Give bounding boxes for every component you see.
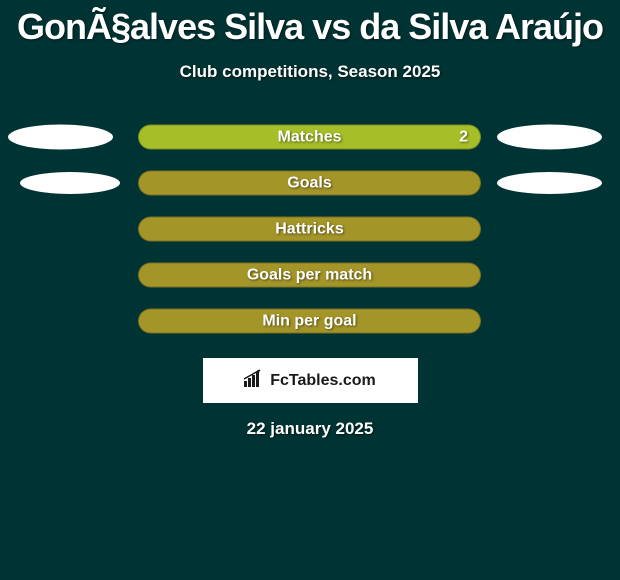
right-ellipse (497, 125, 602, 150)
stat-row: Goals per match (0, 252, 620, 298)
stat-value: 2 (459, 128, 468, 146)
stat-row: Hattricks (0, 206, 620, 252)
left-ellipse (8, 125, 113, 150)
stat-label: Hattricks (275, 220, 343, 238)
stat-pill: Hattricks (138, 217, 481, 242)
logo-box: FcTables.com (203, 358, 418, 403)
logo-text: FcTables.com (270, 372, 376, 390)
stat-pill: Goals (138, 171, 481, 196)
stat-label: Goals per match (247, 266, 372, 284)
stat-label: Goals (287, 174, 331, 192)
stat-label: Min per goal (262, 312, 356, 330)
left-ellipse (20, 172, 120, 194)
page-title: GonÃ§alves Silva vs da Silva Araújo (0, 0, 620, 48)
page-subtitle: Club competitions, Season 2025 (0, 62, 620, 82)
stat-label: Matches (277, 128, 341, 146)
footer-date: 22 january 2025 (0, 419, 620, 439)
stat-pill: Goals per match (138, 263, 481, 288)
stat-pill: Min per goal (138, 309, 481, 334)
stat-row: Goals (0, 160, 620, 206)
stats-rows: Matches 2 Goals Hattricks Goals per match Min… (0, 114, 620, 344)
bar-chart-icon (244, 369, 266, 392)
stat-row: Min per goal (0, 298, 620, 344)
right-ellipse (497, 172, 602, 194)
stat-row: Matches 2 (0, 114, 620, 160)
stat-pill: Matches 2 (138, 125, 481, 150)
